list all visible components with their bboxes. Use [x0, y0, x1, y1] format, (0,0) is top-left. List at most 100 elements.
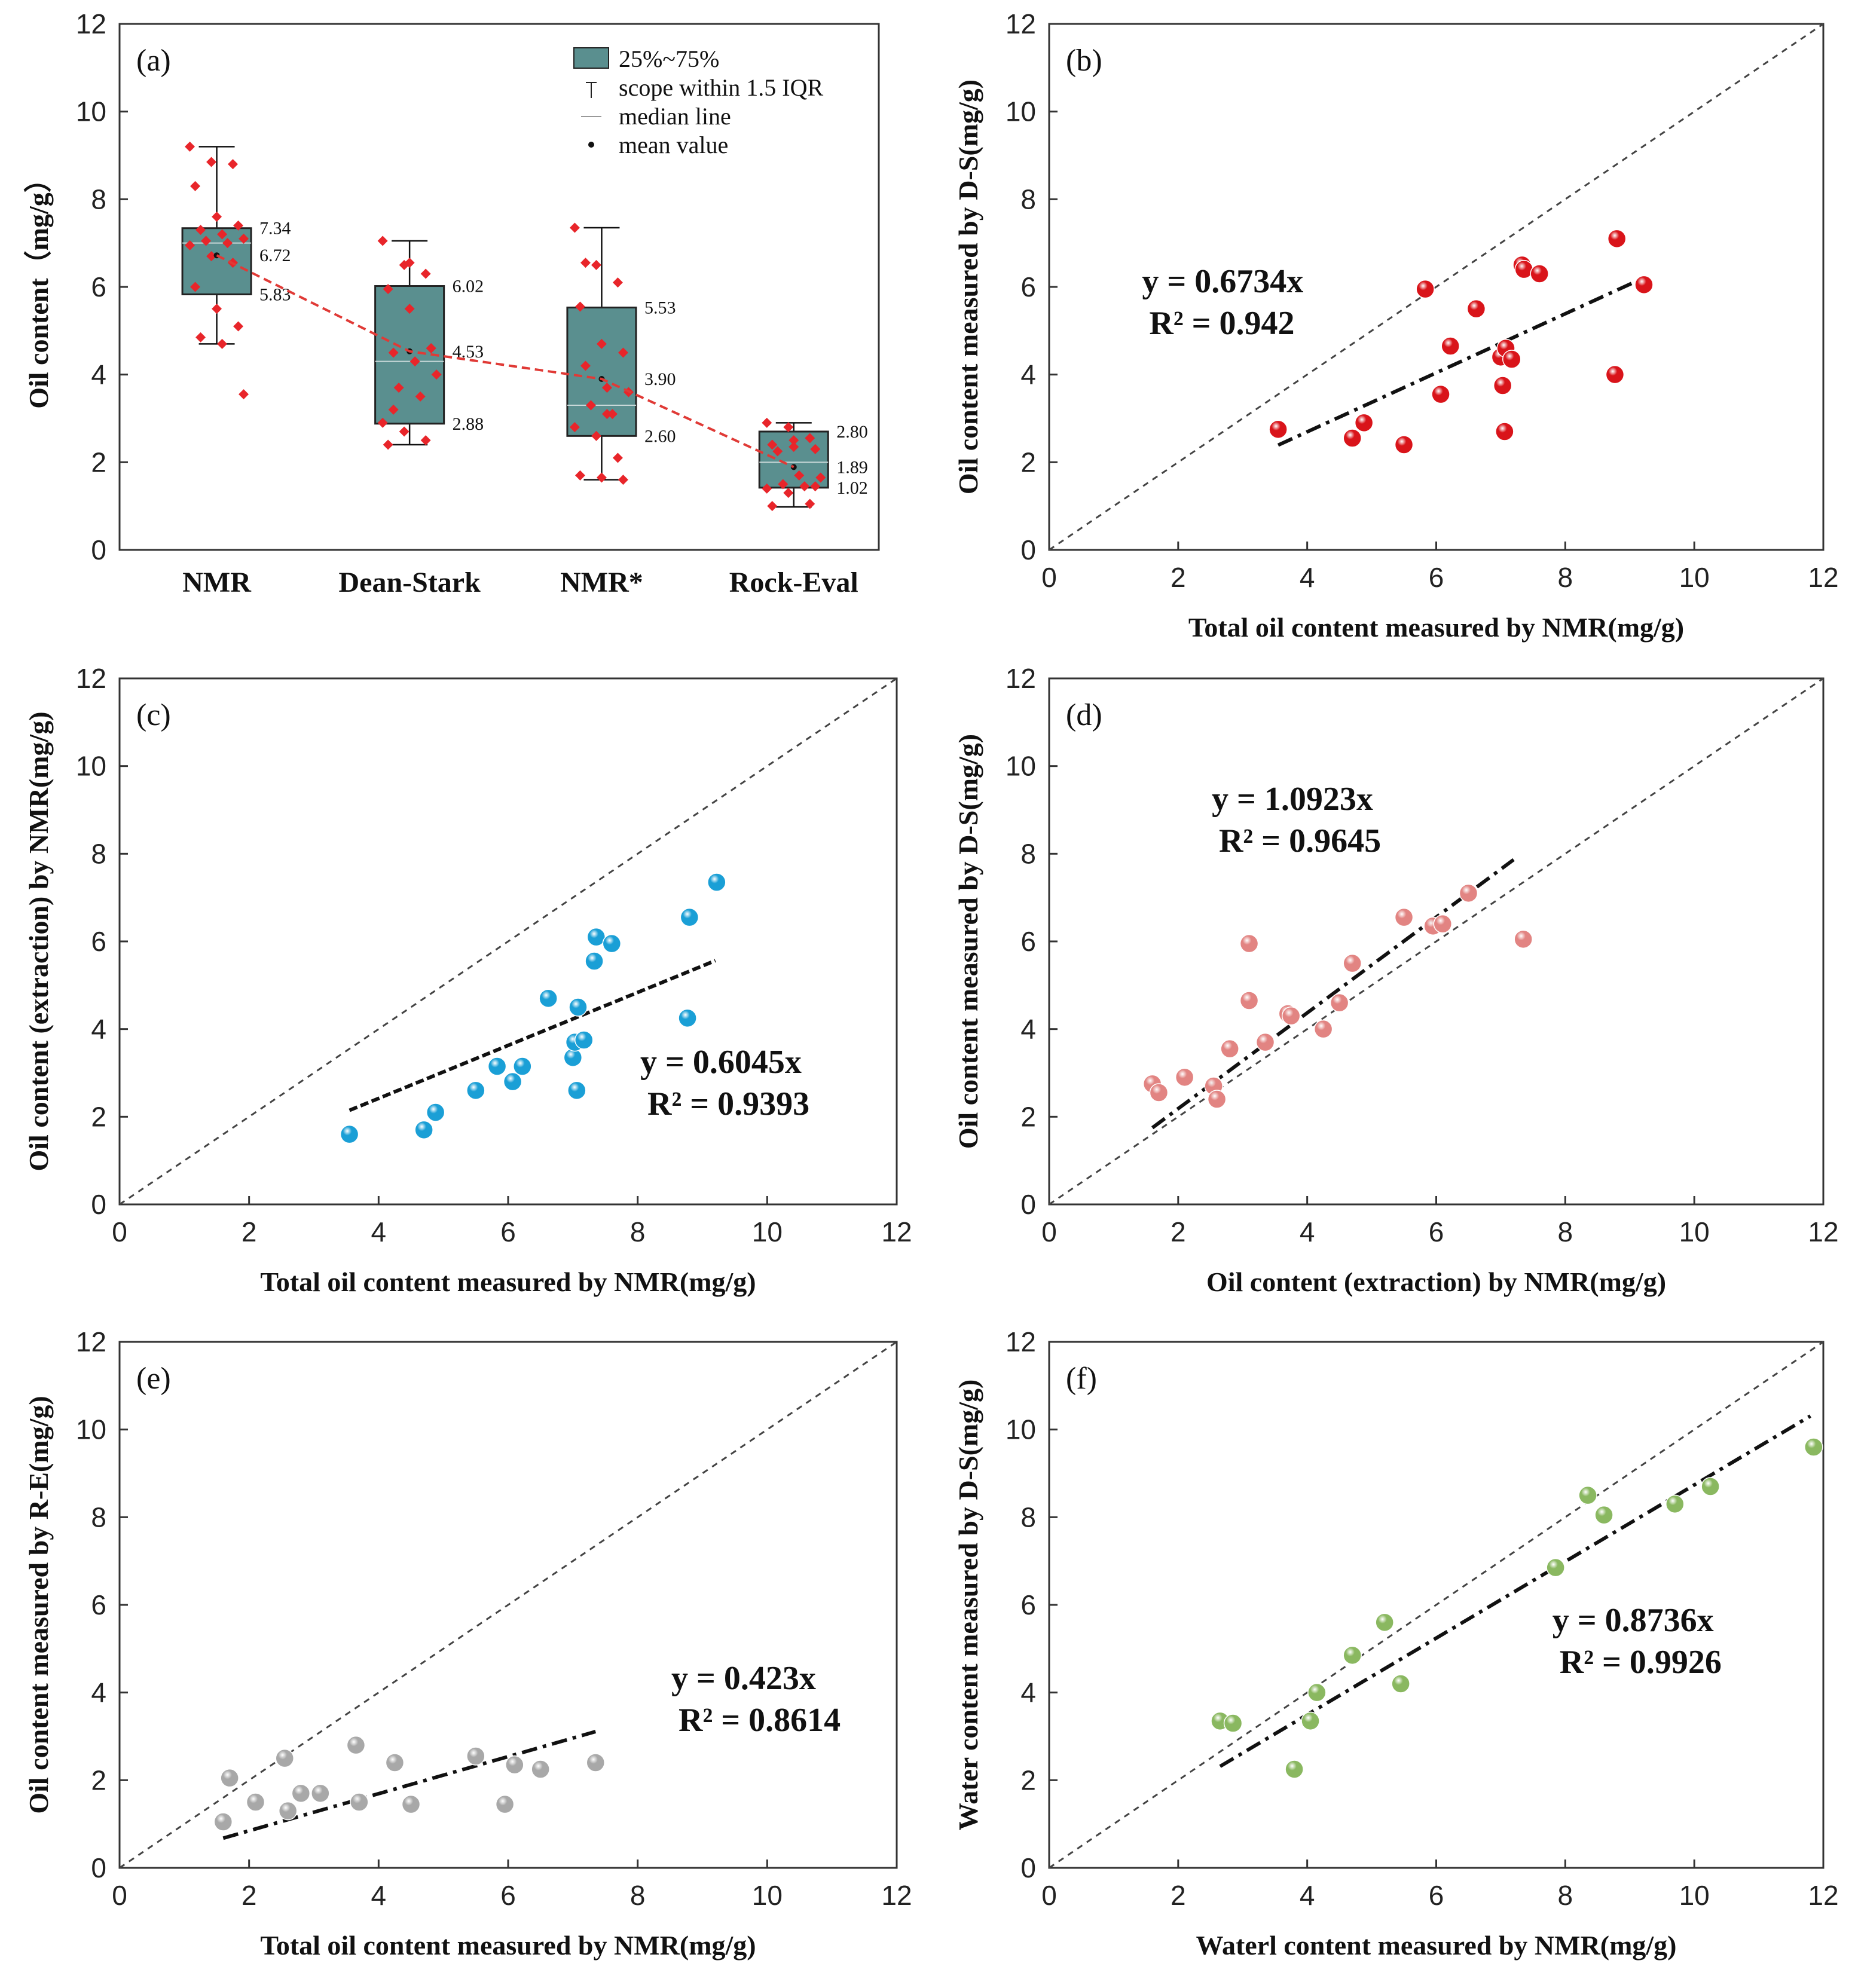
data-point [1375, 1613, 1394, 1632]
jitter-point [574, 301, 585, 312]
y-tick-label: 2 [1020, 446, 1036, 478]
data-point [1433, 914, 1453, 934]
jitter-point [618, 475, 628, 485]
x-tick-label: 6 [500, 1880, 516, 1911]
data-point [1665, 1494, 1685, 1514]
jitter-point [799, 481, 810, 492]
r-squared: R² = 0.9393 [647, 1085, 809, 1123]
y-tick-label: 2 [1020, 1764, 1036, 1796]
x-tick-label: 0 [112, 1216, 127, 1247]
data-point [1594, 1505, 1613, 1525]
jitter-point [767, 501, 778, 512]
panel-b-scatter: 0 2 4 6 8 10 12 0 2 4 6 8 10 12 Oil content measured b… [953, 8, 1839, 643]
r-squared: R² = 0.8614 [679, 1702, 841, 1739]
x-tick-label: 2 [242, 1216, 257, 1247]
panel-label: (d) [1066, 698, 1102, 732]
data-point [1285, 1760, 1304, 1779]
y-tick-label: 8 [91, 183, 106, 215]
category-label: Dean-Stark [338, 567, 481, 598]
x-tick-label: 6 [1429, 562, 1444, 593]
y-axis-label: Water content measured by D-S(mg/g) [953, 1380, 983, 1831]
x-tick-label: 6 [500, 1216, 516, 1247]
legend-mean-swatch [588, 142, 594, 148]
panel-label: (f) [1066, 1362, 1097, 1396]
data-point [1466, 299, 1486, 319]
x-tick-label: 0 [112, 1880, 127, 1911]
jitter-point [239, 389, 249, 400]
jitter-point [420, 435, 431, 446]
q1-label: 5.83 [259, 285, 291, 304]
y-axis-label: Oil content（mg/g） [23, 165, 54, 409]
jitter-point [810, 444, 821, 454]
data-point [1530, 264, 1549, 283]
jitter-point [612, 452, 623, 463]
jitter-point [783, 422, 794, 433]
x-tick-label: 4 [1300, 1880, 1315, 1911]
x-tick-label: 8 [1558, 562, 1573, 593]
data-point [505, 1755, 524, 1775]
legend-label: 25%~75% [619, 45, 719, 72]
data-point [1220, 1039, 1239, 1059]
data-point [278, 1801, 298, 1821]
jitter-point [190, 181, 201, 191]
data-point [291, 1784, 311, 1803]
panel-f-scatter: 0 2 4 6 8 10 12 0 2 4 6 8 10 12 Water content measured… [953, 1326, 1839, 1961]
panel-label: (b) [1066, 44, 1102, 78]
data-point [1207, 1090, 1227, 1109]
data-point [1634, 275, 1654, 295]
panel-c-scatter: 0 2 4 6 8 10 12 0 2 4 6 8 10 12 Oil content (extractio… [23, 663, 912, 1297]
jitter-point [585, 400, 596, 411]
data-point [569, 998, 588, 1017]
jitter-point [569, 222, 580, 233]
x-tick-label: 10 [752, 1216, 783, 1247]
jitter-point [377, 417, 388, 428]
jitter-point [393, 383, 404, 393]
data-point [1416, 279, 1435, 299]
data-point [426, 1103, 445, 1122]
r-squared: R² = 0.9926 [1560, 1644, 1722, 1681]
data-point [1495, 422, 1514, 441]
data-point [1394, 435, 1414, 454]
jitter-point [810, 481, 821, 492]
jitter-point [580, 258, 591, 268]
jitter-point [185, 240, 195, 250]
data-point [513, 1057, 532, 1076]
data-point [414, 1120, 433, 1140]
jitter-point [569, 422, 580, 433]
jitter-point [612, 277, 623, 288]
jitter-point [783, 488, 794, 498]
jitter-point [601, 383, 612, 393]
data-point [311, 1784, 330, 1803]
x-tick-label: 12 [1808, 1216, 1838, 1247]
mean-label: 1.89 [836, 457, 868, 477]
one-to-one-line [119, 1341, 897, 1869]
data-point [586, 1753, 605, 1772]
data-point [340, 1124, 359, 1144]
x-tick-label: 4 [371, 1880, 387, 1911]
data-point [246, 1793, 265, 1812]
x-tick-label: 12 [1808, 562, 1838, 593]
y-tick-label: 12 [76, 663, 106, 694]
y-tick-label: 4 [1020, 1014, 1036, 1045]
y-tick-label: 12 [76, 8, 106, 39]
jitter-point [222, 238, 233, 249]
category-label: NMR* [560, 567, 643, 598]
trend-equation: y = 0.8736x [1553, 1602, 1714, 1639]
x-tick-label: 12 [881, 1880, 912, 1911]
mean-label: 6.72 [259, 246, 291, 265]
data-point [539, 989, 558, 1008]
one-to-one-line [1049, 677, 1824, 1206]
data-point [1301, 1711, 1320, 1731]
box-group-dean-stark: 6.024.532.88 [374, 235, 484, 450]
x-axis-label: Total oil content measured by NMR(mg/g) [1188, 612, 1684, 643]
data-point [495, 1794, 515, 1814]
data-point [1502, 350, 1521, 369]
data-point [1578, 1485, 1597, 1505]
jitter-point [185, 141, 195, 152]
x-tick-label: 6 [1429, 1880, 1444, 1911]
data-point [1239, 991, 1259, 1010]
data-point [1546, 1558, 1565, 1577]
jitter-point [580, 360, 591, 371]
category-label: Rock-Eval [729, 567, 858, 598]
